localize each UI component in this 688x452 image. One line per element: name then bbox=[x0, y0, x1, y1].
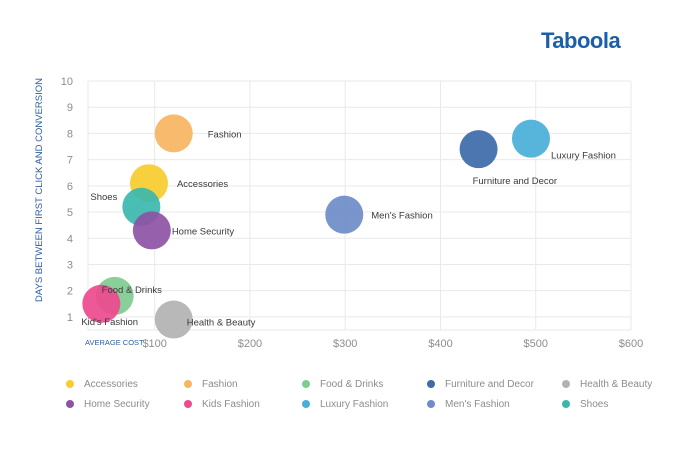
y-tick-label: 1 bbox=[67, 312, 73, 324]
x-tick-label: $400 bbox=[428, 338, 452, 350]
legend-swatch bbox=[184, 380, 192, 388]
y-tick-label: 8 bbox=[67, 128, 73, 140]
legend-item: Health & Beauty bbox=[562, 378, 672, 390]
bubble-label-food-drinks: Food & Drinks bbox=[102, 285, 162, 296]
bubble-chart: 1 2 3 4 5 6 7 8 9 10 $100 $200 $300 $400 $500 $600 AVERA… bbox=[34, 76, 643, 350]
legend-label: Shoes bbox=[580, 398, 609, 410]
legend-swatch bbox=[66, 380, 74, 388]
legend-label: Furniture and Decor bbox=[445, 378, 534, 390]
legend-swatch bbox=[184, 400, 192, 408]
legend-swatch bbox=[302, 400, 310, 408]
taboola-logo: Taboola bbox=[541, 28, 621, 53]
legend-swatch bbox=[427, 380, 435, 388]
bubble-health-beauty bbox=[154, 300, 193, 339]
bubble-fashion bbox=[154, 114, 193, 153]
legend-swatch bbox=[562, 380, 570, 388]
bubble-label-accessories: Accessories bbox=[177, 179, 228, 190]
legend-item: Men's Fashion bbox=[427, 398, 562, 410]
legend-item: Accessories bbox=[66, 378, 184, 390]
legend-item: Furniture and Decor bbox=[427, 378, 562, 390]
legend-swatch bbox=[562, 400, 570, 408]
legend-label: Food & Drinks bbox=[320, 378, 384, 390]
legend-label: Kids Fashion bbox=[202, 398, 260, 410]
bubble-label-furniture-and-decor: Furniture and Decor bbox=[473, 176, 557, 187]
x-axis-label: AVERAGE COST bbox=[85, 338, 144, 347]
legend-label: Health & Beauty bbox=[580, 378, 653, 390]
y-tick-label: 2 bbox=[67, 286, 73, 298]
bubble-label-shoes: Shoes bbox=[90, 192, 117, 203]
legend-item: Shoes bbox=[562, 398, 672, 410]
bubble-label-fashion: Fashion bbox=[208, 129, 242, 140]
x-tick-label: $100 bbox=[142, 338, 166, 350]
x-tick-label: $600 bbox=[619, 338, 643, 350]
y-tick-label: 6 bbox=[67, 181, 73, 193]
bubble-men-s-fashion bbox=[325, 195, 364, 234]
bubble-home-security bbox=[132, 211, 171, 250]
y-tick-label: 10 bbox=[61, 76, 73, 88]
bubble-label-health-beauty: Health & Beauty bbox=[187, 318, 256, 329]
y-tick-label: 7 bbox=[67, 155, 73, 167]
y-tick-label: 5 bbox=[67, 207, 73, 219]
chart-legend: Accessories Fashion Food & Drinks Furniture… bbox=[66, 378, 666, 410]
legend-swatch bbox=[302, 380, 310, 388]
legend-item: Food & Drinks bbox=[302, 378, 427, 390]
legend-label: Men's Fashion bbox=[445, 398, 510, 410]
bubble-kids-fashion bbox=[82, 284, 121, 323]
bubble-luxury-fashion bbox=[511, 119, 550, 158]
y-tick-label: 3 bbox=[67, 259, 73, 271]
legend-label: Home Security bbox=[84, 398, 150, 410]
legend-item: Kids Fashion bbox=[184, 398, 302, 410]
legend-swatch bbox=[66, 400, 74, 408]
legend-item: Luxury Fashion bbox=[302, 398, 427, 410]
bubble-label-luxury-fashion: Luxury Fashion bbox=[551, 151, 616, 162]
bubble-furniture-and-decor bbox=[459, 130, 498, 169]
legend-label: Accessories bbox=[84, 378, 138, 390]
bubble-label-home-security: Home Security bbox=[172, 226, 235, 237]
legend-item: Fashion bbox=[184, 378, 302, 390]
x-tick-label: $300 bbox=[333, 338, 357, 350]
y-tick-label: 4 bbox=[67, 233, 73, 245]
legend-label: Luxury Fashion bbox=[320, 398, 389, 410]
legend-label: Fashion bbox=[202, 378, 238, 390]
y-axis-label: DAYS BETWEEN FIRST CLICK AND CONVERSION bbox=[34, 78, 45, 302]
x-tick-label: $200 bbox=[238, 338, 262, 350]
legend-swatch bbox=[427, 400, 435, 408]
bubble-label-men-s-fashion: Men's Fashion bbox=[371, 211, 432, 222]
x-tick-label: $500 bbox=[523, 338, 547, 350]
legend-item: Home Security bbox=[66, 398, 184, 410]
bubble-label-kids-fashion: Kid's Fashion bbox=[81, 317, 138, 328]
y-tick-label: 9 bbox=[67, 102, 73, 114]
